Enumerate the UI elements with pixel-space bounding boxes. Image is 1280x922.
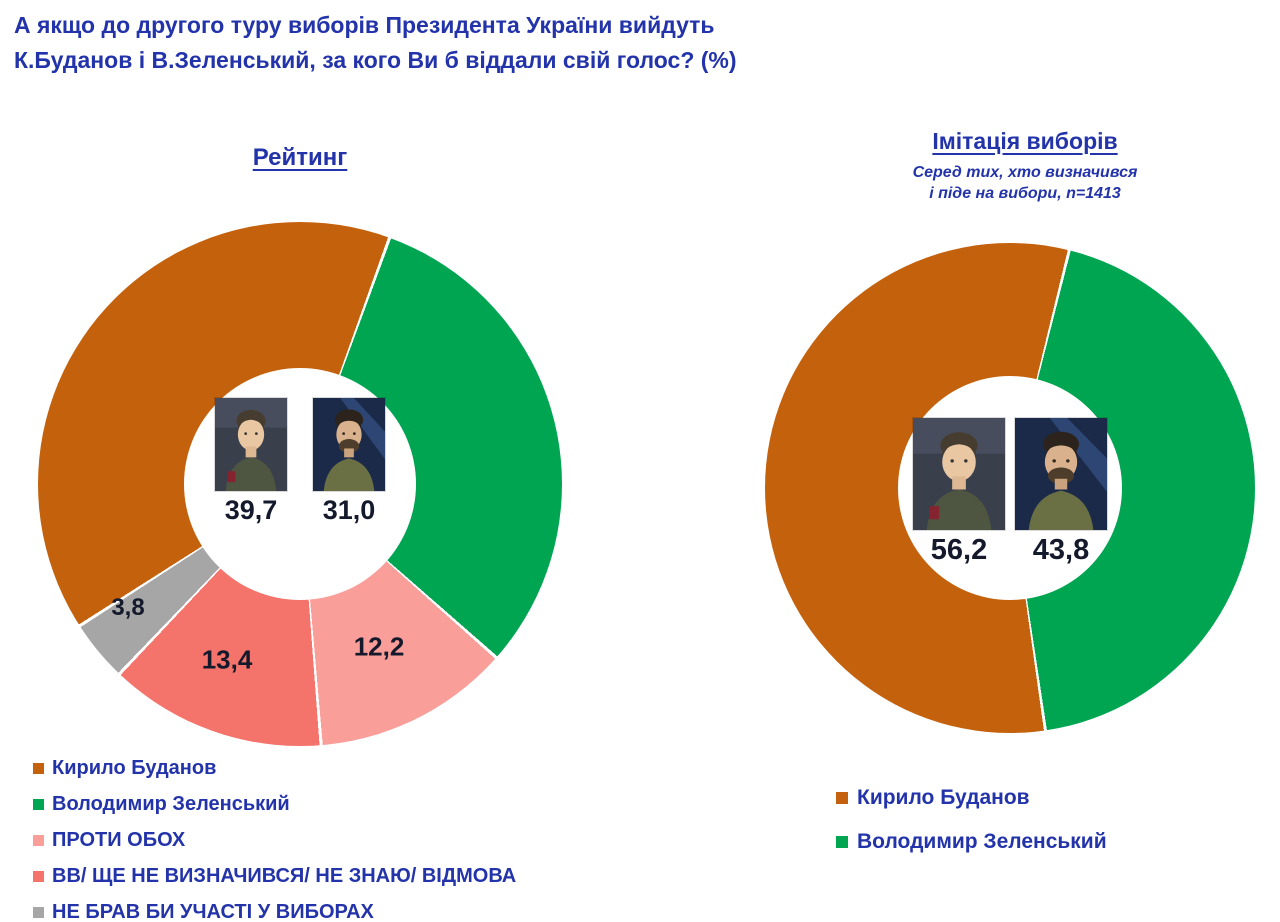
legend-label: НЕ БРАВ БИ УЧАСТІ У ВИБОРАХ <box>52 901 374 922</box>
subtitle-line-2: і піде на вибори, n=1413 <box>929 185 1121 202</box>
against-both-legend-bullet <box>33 834 44 846</box>
budanov-legend-bullet <box>836 792 848 804</box>
page-title-line-1: А якщо до другого туру виборів Президент… <box>14 12 715 38</box>
legend-item-budanov: Кирило Буданов <box>836 786 1107 810</box>
simulation-donut-center: 56,2 <box>898 376 1122 600</box>
undecided-value: 13,4 <box>201 644 253 675</box>
legend-label: Кирило Буданов <box>52 757 217 779</box>
legend-item-zelensky: Володимир Зеленський <box>836 830 1107 854</box>
budanov-simulation-value: 56,2 <box>930 534 988 566</box>
budanov-photo <box>215 398 287 491</box>
undecided-legend-bullet <box>33 870 44 882</box>
against-both-value: 12,2 <box>353 631 405 662</box>
legend-item-budanov: Кирило Буданов <box>33 756 516 780</box>
simulation-donut-chart: 56,2 <box>765 243 1255 733</box>
zelensky-photo <box>313 398 385 491</box>
zelensky-legend-bullet <box>33 798 44 810</box>
legend-label: Володимир Зеленський <box>52 793 290 815</box>
zelensky-rating-value: 31,0 <box>322 495 376 525</box>
page-title-line-2: К.Буданов і В.Зеленський, за кого Ви б в… <box>14 47 737 73</box>
legend-item-against-both: ПРОТИ ОБОХ <box>33 828 516 852</box>
legend-item-zelensky: Володимир Зеленський <box>33 792 516 816</box>
legend-item-undecided: ВВ/ ЩЕ НЕ ВИЗНАЧИВСЯ/ НЕ ЗНАЮ/ ВІДМОВА <box>33 864 516 888</box>
no-participation-legend-bullet <box>33 906 44 918</box>
budanov-column: 56,2 <box>913 418 1005 600</box>
zelensky-photo <box>1015 418 1107 530</box>
candidate-portraits: 39,7 <box>215 398 385 600</box>
zelensky-column: 31,0 <box>313 398 385 600</box>
legend-label: ВВ/ ЩЕ НЕ ВИЗНАЧИВСЯ/ НЕ ЗНАЮ/ ВІДМОВА <box>52 865 517 887</box>
simulation-legend: Кирило Буданов Володимир Зеленський <box>836 786 1107 854</box>
legend-label: ПРОТИ ОБОХ <box>52 829 186 851</box>
zelensky-column: 43,8 <box>1015 418 1107 600</box>
simulation-chart-subtitle: Серед тих, хто визначився і піде на вибо… <box>765 162 1280 204</box>
page-title: А якщо до другого туру виборів Президент… <box>14 8 737 78</box>
rating-donut-chart: 39,7 <box>38 222 562 746</box>
subtitle-line-1: Серед тих, хто визначився <box>912 164 1138 181</box>
rating-legend: Кирило Буданов Володимир Зеленський ПРОТ… <box>33 756 516 922</box>
budanov-column: 39,7 <box>215 398 287 600</box>
simulation-chart-title: Імітація виборів <box>932 128 1118 154</box>
budanov-photo <box>913 418 1005 530</box>
legend-label: Володимир Зеленський <box>857 830 1107 853</box>
rating-chart-title: Рейтинг <box>252 144 348 171</box>
zelensky-legend-bullet <box>836 836 848 848</box>
no-participation-value: 3,8 <box>111 594 145 621</box>
zelensky-simulation-value: 43,8 <box>1032 534 1090 566</box>
budanov-legend-bullet <box>33 762 44 774</box>
budanov-rating-value: 39,7 <box>224 495 278 525</box>
rating-donut-center: 39,7 <box>184 368 416 600</box>
legend-item-no-participation: НЕ БРАВ БИ УЧАСТІ У ВИБОРАХ <box>33 900 516 922</box>
candidate-portraits: 56,2 <box>913 418 1107 600</box>
legend-label: Кирило Буданов <box>857 786 1030 809</box>
